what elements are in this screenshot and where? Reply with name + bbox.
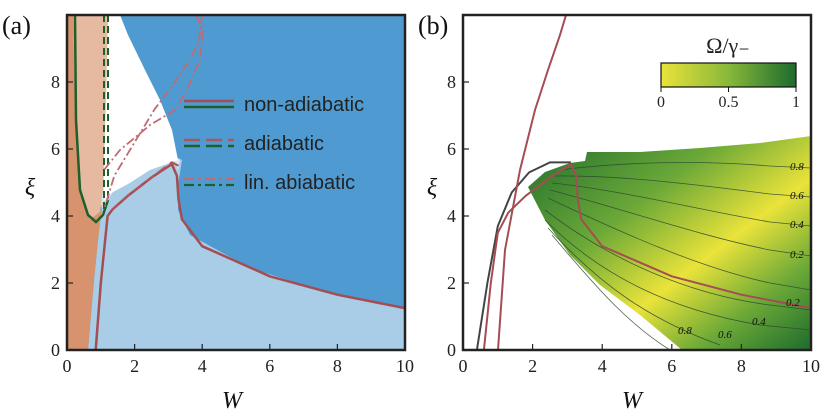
a-y-tick-label-1: 2 [51, 273, 60, 293]
panel-label-b: (b) [418, 11, 448, 40]
contour-line-6 [544, 209, 811, 311]
series-boundary-line [475, 161, 571, 350]
b-y-tick-label-2: 4 [447, 206, 456, 226]
legend-a: non-adiabatic adiabatic lin. abiabatic [184, 94, 364, 194]
contour-label-8: 0.8 [678, 325, 692, 337]
legend-label-non-adiabatic: non-adiabatic [244, 94, 364, 116]
y-axis-label-a: ξ [25, 175, 36, 201]
lin-adiabatic-upper-curve [103, 15, 204, 171]
contour-label-7: 0.6 [718, 329, 732, 341]
contour-line-7 [544, 219, 811, 331]
x-axis-label-a: W [222, 388, 244, 414]
contour-label-1: 0.8 [790, 161, 804, 173]
colorbar-tick-label-1: 1 [792, 94, 800, 111]
legend-label-lin-adiabatic: lin. abiabatic [244, 172, 355, 194]
b-x-tick-label-0: 0 [459, 356, 468, 376]
contour-line-2 [554, 175, 811, 198]
contour-line-5 [547, 197, 811, 291]
plot-frame-b [461, 13, 813, 352]
a-x-tick-label-2: 4 [198, 356, 207, 376]
colorbar-title: Ω/γ₋ [706, 33, 750, 58]
contour-label-5: 0.2 [786, 297, 800, 309]
a-x-tick-label-3: 6 [265, 356, 274, 376]
green-solid-curve [73, 15, 110, 224]
b-y-tick-label-4: 8 [447, 72, 456, 92]
region-light-blue [88, 155, 405, 350]
contour-label-4: 0.2 [790, 249, 804, 261]
region-light-orange [67, 15, 108, 220]
legend-label-adiabatic: adiabatic [244, 133, 324, 155]
series-non-adiabatic-line-b [482, 162, 811, 350]
b-y-tick-label-1: 2 [447, 273, 456, 293]
a-y-tick-label-2: 4 [51, 206, 60, 226]
legend-item-non-adiabatic: non-adiabatic [184, 94, 364, 116]
series-lin-adiabatic-line [103, 15, 204, 210]
b-x-tick-label-2: 4 [598, 356, 607, 376]
legend-item-adiabatic: adiabatic [184, 133, 324, 155]
contour-label-6: 0.4 [752, 316, 766, 328]
contour-line-3 [551, 182, 811, 227]
b-x-tick-label-4: 8 [737, 356, 746, 376]
x-axis-label-b: W [622, 388, 644, 414]
y-axis-label-b: ξ [427, 175, 438, 201]
b-x-tick-label-1: 2 [528, 356, 537, 376]
b-x-tick-label-3: 6 [667, 356, 676, 376]
contour-line-8 [547, 227, 721, 346]
panel-label-a: (a) [2, 11, 31, 40]
contour-label-2: 0.6 [790, 190, 804, 202]
panel-a: 0 2 4 6 8 10 0 2 4 6 8 (a) W ξ non-adiabatic adia… [2, 11, 414, 414]
a-x-tick-label-4: 8 [333, 356, 342, 376]
colorbar-tick-label-0: 0 [657, 94, 665, 111]
colorbar-tick-label-05: 0.5 [719, 94, 739, 111]
contour-line-9 [551, 234, 671, 350]
region-orange [67, 15, 103, 350]
a-y-tick-label-4: 8 [51, 72, 60, 92]
b-x-tick-label-5: 10 [802, 356, 820, 376]
region-white [104, 15, 178, 200]
a-x-tick-label-5: 10 [396, 356, 414, 376]
colorbar-gradient [660, 62, 797, 88]
non-adiabatic-upper-branch-b [497, 15, 567, 350]
b-y-tick-label-0: 0 [447, 340, 456, 360]
contour-labels: 0.8 0.6 0.4 0.2 0.2 0.4 0.6 0.8 [678, 161, 804, 341]
a-y-tick-label-3: 6 [51, 139, 60, 159]
contour-line-1 [559, 162, 811, 171]
legend-item-lin-adiabatic: lin. abiabatic [184, 172, 355, 194]
a-x-tick-label-0: 0 [63, 356, 72, 376]
contour-line-4 [549, 189, 811, 257]
a-x-tick-label-1: 2 [130, 356, 139, 376]
colorbar: Ω/γ₋ 0 0.5 1 [657, 33, 800, 111]
a-y-tick-label-0: 0 [51, 340, 60, 360]
plot-frame-a [65, 13, 407, 352]
contour-label-3: 0.4 [790, 219, 804, 231]
contour-lines [544, 162, 811, 350]
b-y-tick-label-3: 6 [447, 139, 456, 159]
series-adiabatic-line [106, 161, 179, 217]
